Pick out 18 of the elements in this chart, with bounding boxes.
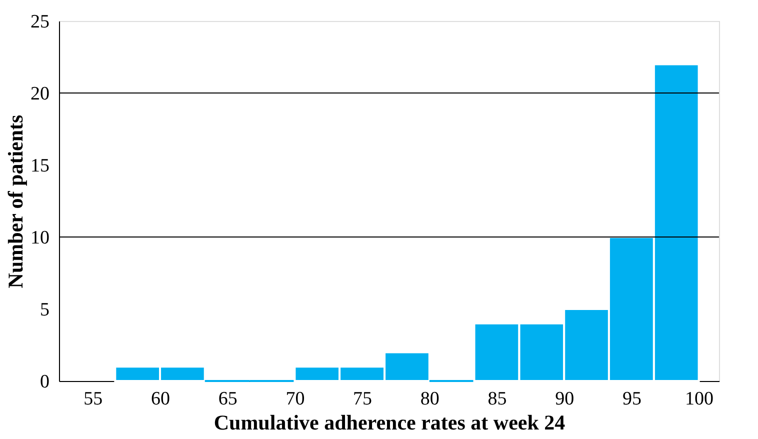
y-tick-label: 15: [30, 156, 50, 176]
y-tick-label: 0: [40, 372, 50, 392]
x-tick-label: 90: [555, 388, 574, 410]
x-tick-label: 85: [488, 388, 507, 410]
x-tick-label: 60: [151, 388, 170, 410]
x-tick-label: 65: [218, 388, 238, 410]
x-axis-title: Cumulative adherence rates at week 24: [214, 410, 566, 434]
y-tick-label: 20: [30, 84, 50, 104]
x-tick-label: 70: [286, 388, 305, 410]
x-tick-label: 100: [685, 388, 714, 410]
y-tick-label: 10: [30, 228, 50, 248]
x-tick-label: 75: [353, 388, 372, 410]
x-tick-label: 55: [84, 388, 103, 410]
y-tick-label: 25: [30, 12, 50, 32]
y-axis-title: Number of patients: [4, 114, 28, 288]
x-tick-label: 80: [420, 388, 440, 410]
x-tick-label: 95: [622, 388, 642, 410]
y-tick-label: 5: [40, 300, 50, 320]
